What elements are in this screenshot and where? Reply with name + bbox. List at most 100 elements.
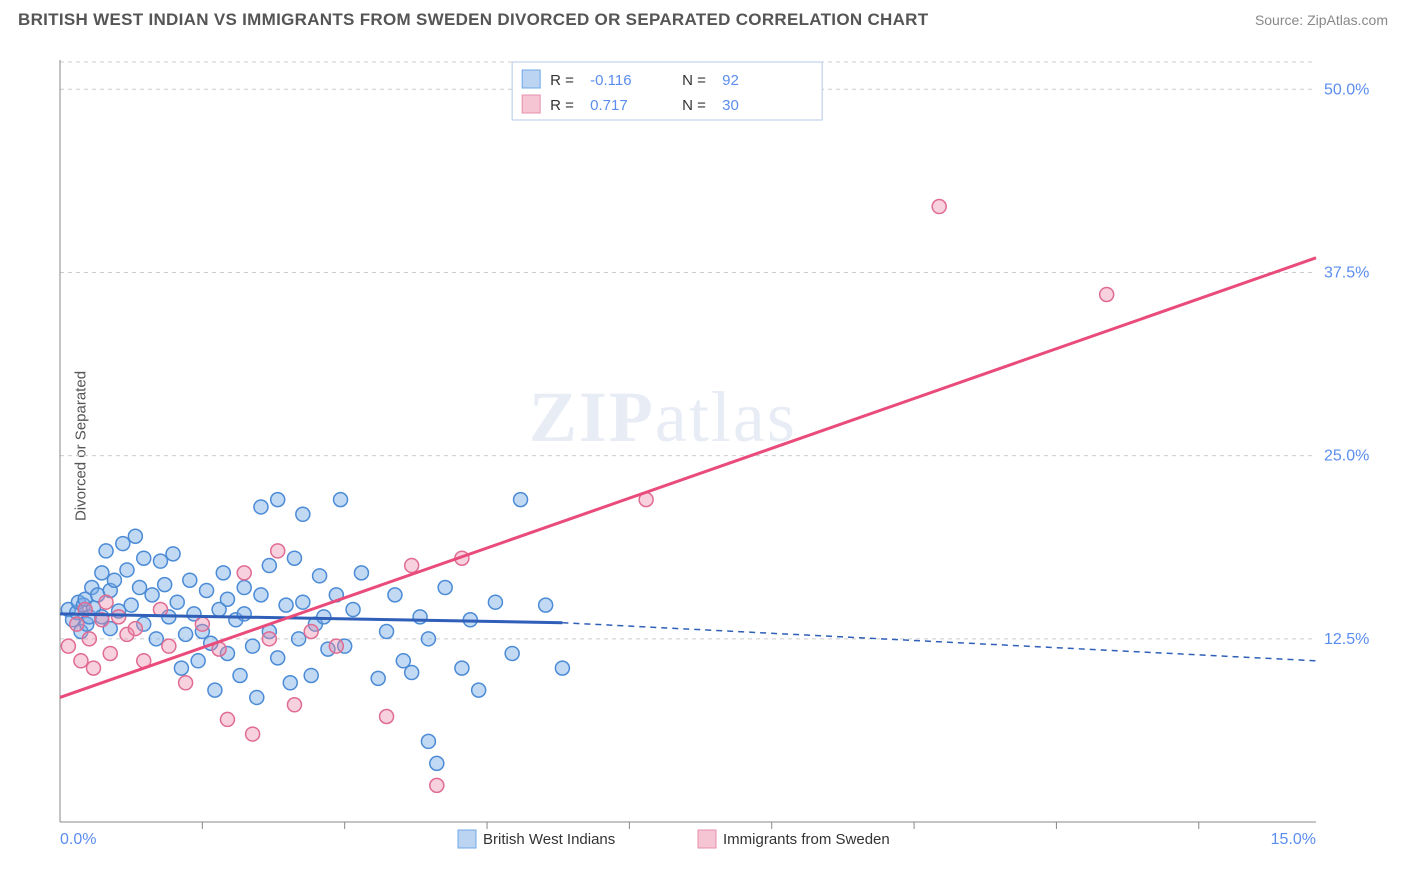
data-point: [162, 639, 176, 653]
data-point: [133, 581, 147, 595]
data-point: [220, 712, 234, 726]
data-point: [388, 588, 402, 602]
data-point: [932, 200, 946, 214]
source-label: Source: ZipAtlas.com: [1255, 12, 1388, 28]
data-point: [555, 661, 569, 675]
data-point: [287, 551, 301, 565]
data-point: [438, 581, 452, 595]
legend-swatch-pink: [698, 830, 716, 848]
data-point: [246, 727, 260, 741]
data-point: [472, 683, 486, 697]
data-point: [271, 544, 285, 558]
data-point: [99, 595, 113, 609]
data-point: [179, 676, 193, 690]
legend-swatch-blue: [522, 70, 540, 88]
data-point: [128, 622, 142, 636]
chart-area: ZIPatlas 12.5% 25.0% 37.5% 50.0% 0.0% 15.0% R =…: [50, 40, 1386, 852]
svg-text:0.717: 0.717: [590, 97, 628, 114]
data-point: [179, 627, 193, 641]
data-point: [488, 595, 502, 609]
data-point: [82, 632, 96, 646]
data-point: [86, 661, 100, 675]
data-point: [195, 617, 209, 631]
data-point: [505, 646, 519, 660]
legend-swatch-pink: [522, 95, 540, 113]
data-point: [279, 598, 293, 612]
data-point: [254, 588, 268, 602]
data-point: [371, 671, 385, 685]
data-point: [296, 595, 310, 609]
data-point: [405, 559, 419, 573]
data-point: [334, 493, 348, 507]
data-point: [200, 583, 214, 597]
data-point: [158, 578, 172, 592]
data-point: [74, 654, 88, 668]
data-point: [153, 554, 167, 568]
data-point: [514, 493, 528, 507]
data-point: [271, 651, 285, 665]
scatter-chart: ZIPatlas 12.5% 25.0% 37.5% 50.0% 0.0% 15.0% R =…: [50, 40, 1386, 852]
data-point: [283, 676, 297, 690]
svg-text:ZIPatlas: ZIPatlas: [529, 377, 797, 457]
data-point: [354, 566, 368, 580]
data-point: [120, 563, 134, 577]
data-point: [421, 734, 435, 748]
data-point: [1100, 287, 1114, 301]
data-point: [246, 639, 260, 653]
data-point: [380, 709, 394, 723]
data-point: [304, 668, 318, 682]
data-point: [137, 551, 151, 565]
data-point: [116, 537, 130, 551]
data-point: [95, 566, 109, 580]
data-point: [271, 493, 285, 507]
svg-text:0.0%: 0.0%: [60, 831, 96, 848]
svg-text:N =: N =: [682, 97, 706, 114]
svg-text:R =: R =: [550, 97, 574, 114]
data-point: [250, 690, 264, 704]
data-point: [380, 625, 394, 639]
data-point: [237, 607, 251, 621]
svg-text:37.5%: 37.5%: [1324, 264, 1369, 281]
data-point: [103, 646, 117, 660]
data-point: [317, 610, 331, 624]
data-point: [70, 617, 84, 631]
data-point: [191, 654, 205, 668]
data-point: [174, 661, 188, 675]
svg-text:-0.116: -0.116: [590, 72, 631, 89]
data-point: [107, 573, 121, 587]
data-point: [183, 573, 197, 587]
legend-label: Immigrants from Sweden: [723, 831, 890, 848]
data-point: [304, 625, 318, 639]
data-point: [99, 544, 113, 558]
data-point: [124, 598, 138, 612]
svg-text:12.5%: 12.5%: [1324, 631, 1369, 648]
svg-text:N =: N =: [682, 72, 706, 89]
legend-swatch-blue: [458, 830, 476, 848]
data-point: [233, 668, 247, 682]
data-point: [237, 566, 251, 580]
data-point: [112, 610, 126, 624]
data-point: [220, 592, 234, 606]
data-point: [329, 639, 343, 653]
svg-text:50.0%: 50.0%: [1324, 81, 1369, 98]
data-point: [430, 778, 444, 792]
data-point: [262, 632, 276, 646]
svg-text:R =: R =: [550, 72, 574, 89]
data-point: [287, 698, 301, 712]
data-point: [216, 566, 230, 580]
data-point: [262, 559, 276, 573]
svg-text:25.0%: 25.0%: [1324, 448, 1369, 465]
svg-text:30: 30: [722, 97, 739, 114]
data-point: [292, 632, 306, 646]
data-point: [254, 500, 268, 514]
data-point: [145, 588, 159, 602]
data-point: [237, 581, 251, 595]
data-point: [346, 603, 360, 617]
svg-text:15.0%: 15.0%: [1271, 831, 1316, 848]
data-point: [539, 598, 553, 612]
data-point: [430, 756, 444, 770]
chart-title: BRITISH WEST INDIAN VS IMMIGRANTS FROM S…: [18, 10, 928, 30]
svg-text:92: 92: [722, 72, 739, 89]
data-point: [149, 632, 163, 646]
data-point: [296, 507, 310, 521]
